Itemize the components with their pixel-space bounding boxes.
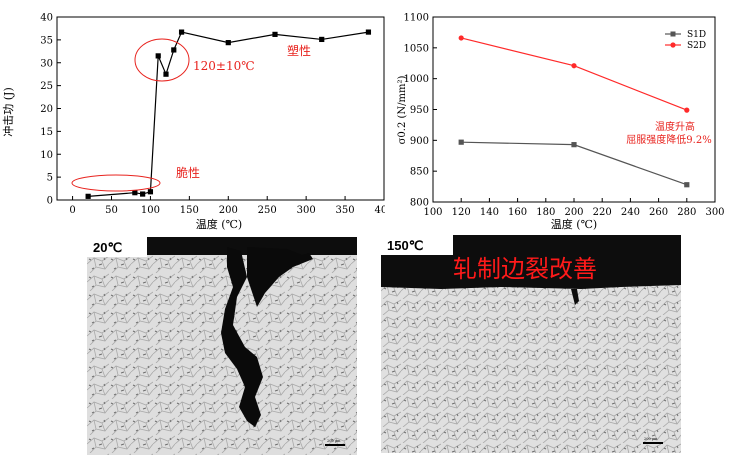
x-tick-label: 120: [452, 207, 471, 218]
x-tick-label: 150: [180, 205, 199, 216]
series-line-S1D: [461, 141, 688, 186]
data-point: [458, 35, 464, 41]
annotation-strength-drop: 屈服强度降低9.2%: [626, 133, 711, 146]
y-tick-label: 900: [410, 136, 429, 147]
data-point: [163, 71, 169, 77]
x-tick-label: 250: [258, 205, 277, 216]
data-point: [140, 191, 146, 197]
x-tick-label: 140: [480, 207, 499, 218]
micrograph-150c: 150℃ 轧制边裂改善 200 μm: [381, 235, 681, 453]
data-point: [571, 142, 577, 148]
chart2-ylabel: σ0.2 (N/mm²): [397, 76, 408, 145]
series-line-S2D: [461, 37, 688, 111]
chart1-ticks: 0 50 100 150 200 250 300 350 400 0 5 10 15 20 25 30 35 40: [40, 13, 385, 217]
scalebar-left-label: 200 μm: [327, 439, 341, 443]
data-point: [132, 190, 138, 196]
data-point: [684, 107, 690, 113]
y-tick-label: 20: [40, 104, 53, 115]
annotation-ductile: 塑性: [287, 43, 311, 58]
y-tick-label: 40: [40, 13, 53, 24]
chart1-series: [85, 29, 372, 199]
y-tick-label: 800: [410, 198, 429, 209]
x-tick-label: 200: [219, 205, 238, 216]
x-tick-label: 100: [141, 205, 160, 216]
x-tick-label: 280: [677, 207, 696, 218]
scalebar-right: [643, 442, 663, 444]
impact-energy-chart: 0 50 100 150 200 250 300 350 400 0 5 10 15 20 25 30 35 40…: [1, 13, 385, 232]
legend-marker-s2d: [670, 42, 676, 48]
x-tick-label: 200: [564, 207, 583, 218]
annotation-transition-temp: 120±10℃: [193, 59, 255, 73]
data-point: [319, 36, 325, 43]
y-tick-label: 35: [40, 35, 53, 46]
data-point: [225, 40, 231, 46]
chart1-xlabel: 温度 (℃): [196, 217, 242, 231]
edge-crack: [221, 247, 313, 427]
y-tick-label: 850: [410, 167, 429, 178]
y-tick-label: 25: [40, 81, 53, 92]
legend-label-s1d: S1D: [687, 30, 706, 40]
data-point: [684, 182, 690, 188]
y-tick-label: 10: [40, 150, 53, 161]
chart1-ylabel: 冲击功 (J): [1, 87, 15, 137]
y-tick-label: 0: [47, 196, 53, 207]
x-tick-label: 100: [423, 207, 442, 218]
y-tick-label: 1100: [404, 13, 429, 24]
y-tick-label: 5: [47, 173, 53, 184]
chart2-series: [458, 35, 690, 188]
y-tick-label: 30: [40, 58, 53, 69]
x-tick-label: 300: [297, 205, 316, 216]
x-tick-label: 0: [69, 205, 75, 216]
data-point: [178, 29, 185, 35]
annotation-brittle-ellipse: [71, 174, 161, 192]
micrograph-20c: 20℃ 200 μm: [87, 237, 357, 455]
yield-strength-chart: 100 120 140 160 180 200 220 240 260 280 300 800 850 9…: [397, 13, 725, 232]
edge-crack-improved-caption: 轧制边裂改善: [453, 255, 597, 283]
chart1-frame: [56, 16, 385, 201]
scalebar-right-label: 200 μm: [644, 437, 658, 441]
chart2-xlabel: 温度 (℃): [551, 217, 597, 231]
data-point: [171, 47, 177, 53]
chart2-legend: S1D S2D: [665, 30, 706, 51]
data-point: [85, 193, 91, 199]
data-point: [458, 139, 464, 145]
temp-label-20c: 20℃: [93, 240, 122, 255]
legend-marker-s1d: [670, 31, 676, 37]
y-tick-label: 950: [410, 105, 429, 116]
annotation-brittle: 脆性: [176, 165, 200, 180]
x-tick-label: 260: [649, 207, 668, 218]
data-point: [272, 31, 278, 37]
data-point: [571, 63, 577, 69]
data-point: [147, 189, 154, 195]
data-point: [155, 53, 161, 59]
y-tick-label: 15: [40, 127, 53, 138]
annotation-temp-rise: 温度升高: [655, 120, 695, 133]
x-tick-label: 160: [508, 207, 527, 218]
y-tick-label: 1050: [404, 43, 429, 54]
x-tick-label: 220: [593, 207, 612, 218]
x-tick-label: 180: [536, 207, 555, 218]
series-line-0: [88, 31, 369, 197]
annotation-transition-ellipse: [134, 38, 190, 82]
chart2-ticks: 100 120 140 160 180 200 220 240 260 280 300 800 850 9…: [404, 13, 725, 219]
temp-label-150c: 150℃: [387, 238, 423, 253]
x-tick-label: 300: [705, 207, 724, 218]
y-tick-label: 1000: [404, 74, 429, 85]
scalebar-left: [325, 444, 345, 446]
x-tick-label: 350: [336, 205, 355, 216]
x-tick-label: 240: [621, 207, 640, 218]
chart1-axes: [56, 16, 385, 201]
x-tick-label: 400: [374, 205, 385, 216]
legend-label-s2d: S2D: [687, 41, 706, 51]
data-point: [365, 29, 372, 35]
x-tick-label: 50: [105, 205, 118, 216]
